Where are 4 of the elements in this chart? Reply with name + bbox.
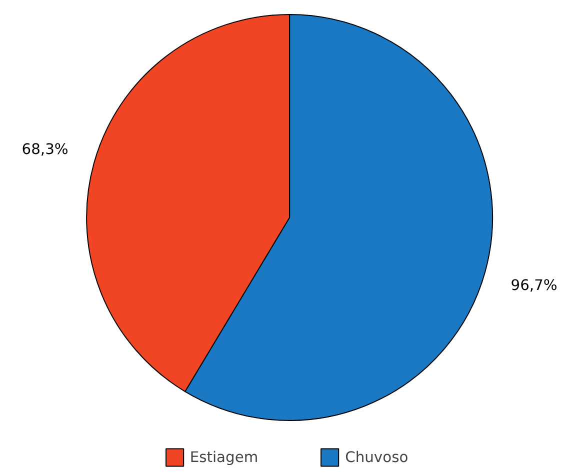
data-label: 68,3% xyxy=(22,141,68,158)
data-label: 96,7% xyxy=(510,276,558,294)
legend-label: Chuvoso xyxy=(345,448,408,466)
legend-label: Estiagem xyxy=(190,448,258,466)
